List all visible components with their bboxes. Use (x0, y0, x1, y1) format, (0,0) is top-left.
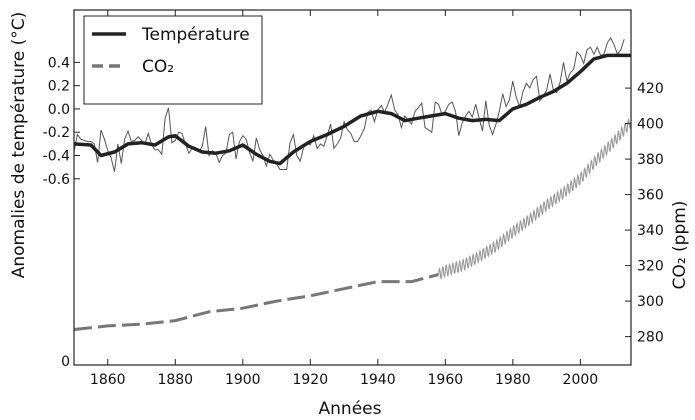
legend: Température CO₂ (83, 15, 263, 105)
left-axis-ticks: 0.4 0.2 0.0 -0.2 -0.4 -0.6 0 (43, 55, 80, 370)
x-tick-label: 1920 (292, 372, 328, 388)
right-tick-label: 380 (637, 152, 664, 168)
left-tick-label: -0.2 (43, 125, 70, 141)
left-tick-label: -0.6 (43, 172, 70, 188)
left-axis-title: Anomalies de température (°C) (9, 12, 29, 279)
left-tick-label: 0.0 (48, 102, 70, 118)
co2-observed-line (438, 117, 632, 280)
right-tick-label: 360 (637, 188, 664, 204)
legend-box (83, 15, 263, 105)
legend-label-co2: CO₂ (142, 57, 174, 77)
right-tick-label: 280 (637, 330, 664, 346)
plot-frame (73, 9, 632, 366)
right-tick-label: 320 (637, 259, 664, 275)
legend-label-temperature: Température (141, 25, 250, 45)
right-axis-title: CO₂ (ppm) (670, 201, 690, 290)
left-tick-label-bottom: 0 (61, 354, 70, 370)
x-axis-title: Années (319, 399, 382, 419)
x-tick-label: 1940 (360, 372, 396, 388)
x-tick-label: 1880 (157, 372, 193, 388)
temperature-annual-line (73, 36, 625, 172)
series-layer (73, 36, 632, 331)
right-tick-label: 300 (637, 294, 664, 310)
right-tick-label: 400 (637, 117, 664, 133)
left-tick-label: 0.4 (48, 55, 70, 71)
left-tick-label: -0.4 (43, 148, 70, 164)
right-tick-label: 340 (637, 223, 664, 239)
temperature-smoothed-line (73, 53, 631, 166)
left-tick-label: 0.2 (48, 79, 70, 95)
x-tick-label: 1960 (428, 372, 464, 388)
right-axis-ticks: 420 400 380 360 340 320 300 280 (625, 81, 664, 346)
co2-ice-core-line (73, 273, 439, 331)
x-tick-label: 1980 (495, 372, 531, 388)
x-tick-label: 1900 (225, 372, 261, 388)
x-axis-ticks: 1860 1880 1900 1920 1940 1960 1980 2000 (90, 10, 598, 388)
x-tick-label: 2000 (563, 372, 599, 388)
x-tick-label: 1860 (90, 372, 126, 388)
right-tick-label: 420 (637, 81, 664, 97)
